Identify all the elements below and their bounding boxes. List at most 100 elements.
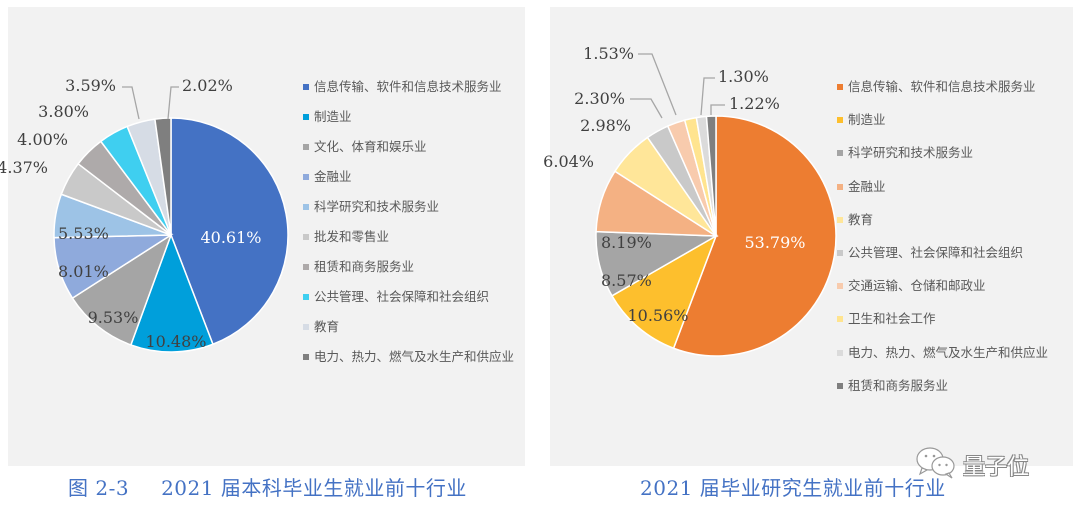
caption-title: 2021 届毕业研究生就业前十行业 (640, 476, 946, 500)
pie-slice (672, 115, 837, 357)
slice-label: 3.59% (65, 76, 116, 95)
slice-label: 1.22% (729, 94, 780, 113)
slice-label: 2.98% (580, 116, 631, 135)
pie-slice (705, 115, 717, 237)
slice-label: 53.79% (744, 233, 805, 252)
legend-item: 卫生和社会工作 (837, 310, 1073, 328)
legend-label: 卫生和社会工作 (848, 311, 936, 327)
legend-swatch (303, 84, 309, 90)
leader-line (122, 86, 140, 120)
legend-label: 公共管理、社会保障和社会组织 (314, 289, 490, 304)
leader-line (630, 98, 663, 119)
leader-line (700, 77, 715, 116)
pie-slice (610, 234, 718, 350)
legend-item: 电力、热力、燃气及水生产和供应业 (303, 348, 532, 366)
legend-swatch (837, 316, 843, 323)
pie-slice (154, 117, 172, 236)
legend-item: 租赁和商务服务业 (837, 377, 1073, 395)
legend-swatch (303, 354, 309, 360)
legend-item: 金融业 (837, 178, 1073, 196)
legend-label: 科学研究和技术服务业 (848, 145, 974, 161)
legend-swatch (837, 382, 843, 389)
legend-swatch (837, 283, 843, 290)
legend-label: 教育 (848, 211, 874, 227)
caption-graduate: 2021 届毕业研究生就业前十行业 (640, 472, 946, 501)
legend-swatch (303, 264, 309, 270)
slice-label: 5.53% (58, 224, 109, 243)
legend-graduate: 信息传输、软件和信息技术服务业 制造业科学研究和技术服务业 金融业教育公共管理、社会… (837, 78, 1073, 410)
pie-slices (595, 115, 837, 357)
leader-line (167, 86, 179, 120)
slice-label: 40.61% (200, 228, 261, 247)
legend-item: 租赁和商务服务业 (303, 258, 531, 276)
legend-label: 金融业 (314, 169, 352, 184)
legend-label: 信息传输、软件和信息技术服务业 (848, 79, 1036, 94)
caption-title: 2021 届本科毕业生就业前十行业 (161, 476, 467, 500)
slice-label: 4.00% (17, 130, 68, 149)
legend-item: 教育 (303, 318, 531, 336)
legend-label: 金融业 (848, 178, 886, 194)
legend-label: 教育 (314, 319, 340, 334)
legend-swatch (303, 204, 309, 210)
slice-label: 2.02% (182, 76, 233, 95)
legend-label: 制造业 (314, 109, 352, 124)
slice-label: 2.30% (574, 89, 625, 108)
legend-label: 制造业 (848, 112, 886, 128)
legend-swatch (837, 150, 843, 157)
legend-item: 文化、体育和娱乐业 (303, 138, 531, 156)
watermark-text: 量子位 (963, 455, 1030, 480)
caption-undergraduate: 图 2-3 2021 届本科毕业生就业前十行业 (68, 472, 467, 501)
legend-swatch (837, 216, 843, 223)
pie-slice (129, 232, 214, 353)
legend-swatch (837, 117, 843, 124)
legend-item: 交通运输、仓储和邮政业 (837, 277, 1073, 295)
legend-label: 信息传输、软件和信息技术服务业 (314, 79, 502, 94)
legend-swatch (303, 114, 309, 120)
legend-label: 交通运输、仓储和邮政业 (848, 278, 986, 294)
legend-label: 科学研究和技术服务业 (314, 199, 440, 214)
legend-undergraduate: 信息传输、软件和信息技术服务业 制造业文化、体育和娱乐业 金融业科学研究和技术服务业… (303, 78, 531, 378)
legend-label: 租赁和商务服务业 (314, 259, 415, 274)
legend-swatch (303, 144, 309, 150)
legend-item: 制造业 (303, 108, 531, 126)
chart-panel-graduate: 53.79% 10.56% 8.57% 8.19% 6.04% 2.98% 2.30% 1.5… (543, 7, 1073, 466)
legend-item: 科学研究和技术服务业 (837, 144, 1073, 162)
slice-label: 8.01% (58, 262, 109, 281)
legend-swatch (837, 84, 843, 90)
leader-line (638, 53, 677, 116)
leader-line (710, 104, 725, 115)
slice-label: 10.56% (627, 306, 688, 325)
legend-label: 租赁和商务服务业 (848, 377, 949, 393)
slice-label: 8.57% (601, 271, 652, 290)
legend-label: 文化、体育和娱乐业 (314, 139, 427, 154)
legend-item: 金融业 (303, 168, 531, 186)
slice-label: 1.30% (718, 67, 769, 86)
slice-label: 8.19% (601, 233, 652, 252)
legend-item: 制造业 (837, 111, 1073, 129)
pie-chart-graduate: 53.79% 10.56% 8.57% 8.19% 6.04% 2.98% 2.30% 1.5… (543, 44, 837, 357)
legend-item: 公共管理、社会保障和社会组织 (303, 288, 531, 306)
slice-label: 6.04% (543, 152, 594, 171)
slice-label: 9.53% (88, 308, 139, 327)
wechat-icon (915, 446, 957, 484)
legend-item: 信息传输、软件和信息技术服务业 (837, 78, 1073, 96)
pie-chart-undergraduate: 40.61% 10.48% 9.53% 8.01% 5.53% 4.37% 4.00% 3.8… (0, 76, 289, 353)
legend-swatch (303, 174, 309, 180)
slice-label: 1.53% (583, 44, 634, 63)
pie-slice (71, 233, 173, 346)
legend-swatch (303, 234, 309, 240)
legend-item: 公共管理、社会保障和社会组织 (837, 244, 1073, 262)
slice-label: 4.37% (0, 158, 48, 177)
legend-item: 信息传输、软件和信息技术服务业 (303, 78, 531, 96)
chart-panel-undergraduate: 40.61% 10.48% 9.53% 8.01% 5.53% 4.37% 4.00% 3.8… (0, 7, 525, 466)
legend-label: 公共管理、社会保障和社会组织 (848, 244, 1024, 260)
legend-item: 电力、热力、燃气及水生产和供应业 (837, 344, 1073, 362)
watermark: 量子位 (915, 446, 1029, 484)
slice-label: 3.80% (38, 102, 89, 121)
figure-number: 图 2-3 (68, 476, 130, 500)
pie-slice (170, 117, 289, 346)
slice-label: 10.48% (145, 332, 206, 351)
legend-swatch (837, 349, 843, 356)
legend-label: 电力、热力、燃气及水生产和供应业 (848, 344, 1049, 360)
pie-slices (53, 117, 289, 353)
